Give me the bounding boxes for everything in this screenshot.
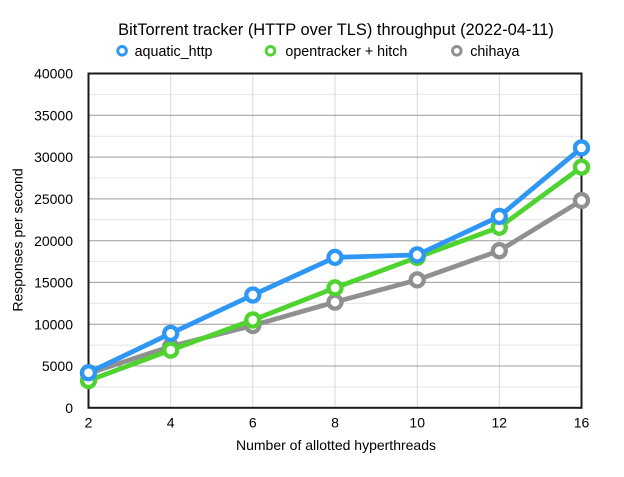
svg-text:4: 4 bbox=[167, 415, 175, 431]
svg-text:Number of allotted hyperthread: Number of allotted hyperthreads bbox=[236, 437, 436, 453]
svg-text:BitTorrent tracker (HTTP over: BitTorrent tracker (HTTP over TLS) throu… bbox=[118, 21, 554, 39]
svg-text:5000: 5000 bbox=[42, 358, 73, 374]
svg-text:30000: 30000 bbox=[34, 149, 73, 165]
svg-text:35000: 35000 bbox=[34, 107, 73, 123]
svg-text:10000: 10000 bbox=[34, 316, 73, 332]
svg-text:16: 16 bbox=[574, 415, 590, 431]
svg-text:12: 12 bbox=[492, 415, 508, 431]
svg-text:2: 2 bbox=[85, 415, 93, 431]
svg-text:6: 6 bbox=[249, 415, 257, 431]
svg-text:15000: 15000 bbox=[34, 275, 73, 291]
svg-text:25000: 25000 bbox=[34, 191, 73, 207]
svg-text:Responses per second: Responses per second bbox=[10, 168, 26, 311]
svg-text:40000: 40000 bbox=[34, 66, 73, 82]
svg-text:20000: 20000 bbox=[34, 233, 73, 249]
svg-text:aquatic_http: aquatic_http bbox=[135, 44, 213, 60]
svg-text:10: 10 bbox=[409, 415, 425, 431]
svg-text:opentracker + hitch: opentracker + hitch bbox=[285, 44, 407, 60]
svg-text:8: 8 bbox=[331, 415, 339, 431]
svg-text:0: 0 bbox=[65, 400, 73, 416]
svg-text:chihaya: chihaya bbox=[470, 44, 519, 60]
